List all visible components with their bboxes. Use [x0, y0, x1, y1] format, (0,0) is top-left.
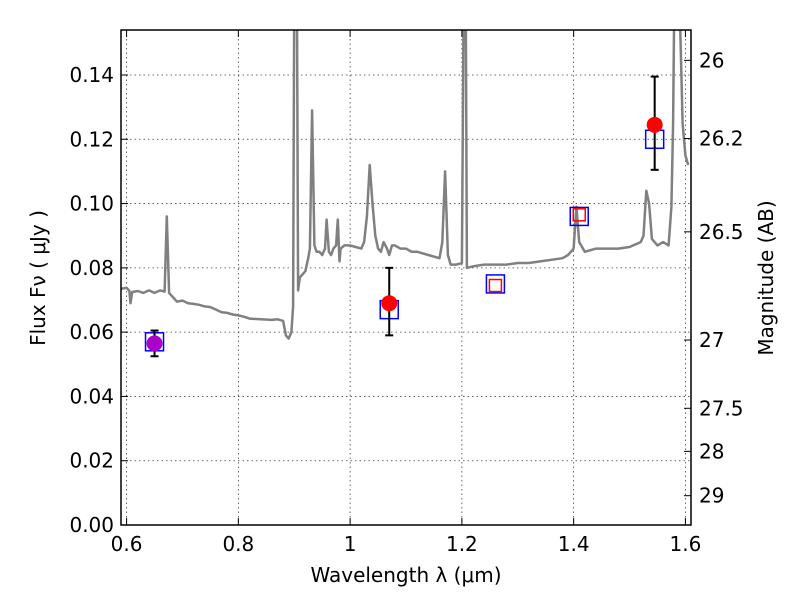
axis-ticks: 0.6 0.8 1 1.2 1.4 1.6 0.00 0.02 0.04 0.06 0.08 0.10… — [69, 30, 744, 556]
y2-tick-label: 28 — [699, 439, 724, 463]
y2-tick-label: 26.5 — [699, 220, 744, 244]
plot-frame — [120, 29, 692, 526]
y-tick-label: 0.04 — [69, 384, 114, 408]
y2-tick-label: 26 — [699, 48, 724, 72]
data-point-circle — [146, 335, 163, 352]
y2-tick-label: 27 — [699, 328, 724, 352]
y2-tick-label: 26.2 — [699, 127, 744, 151]
square-marker — [569, 206, 589, 227]
data-point-circle — [646, 116, 663, 133]
small-square-marker — [488, 278, 503, 293]
x-tick-label: 0.8 — [222, 532, 254, 556]
y2-tick-label: 27.5 — [699, 396, 744, 420]
y2-axis-label: Magnitude (AB) — [754, 200, 778, 355]
x-tick-label: 1.4 — [558, 532, 590, 556]
x-tick-label: 1 — [344, 532, 357, 556]
square-marker — [485, 274, 506, 294]
grid-lines — [121, 30, 691, 526]
y-tick-label: 0.12 — [69, 127, 114, 151]
data-point-circle — [381, 295, 398, 312]
y-tick-label: 0.08 — [69, 256, 114, 280]
y-tick-label: 0.00 — [69, 513, 114, 537]
x-axis-label: Wavelength λ (μm) — [310, 563, 501, 587]
x-tick-label: 1.2 — [446, 532, 478, 556]
plot-area — [121, 30, 690, 358]
y-tick-label: 0.06 — [69, 320, 114, 344]
y2-tick-label: 29 — [699, 484, 724, 508]
y-axis-label: Flux Fν ( μJy ) — [26, 210, 50, 346]
spectrum-line — [121, 30, 690, 340]
x-tick-label: 0.6 — [111, 532, 143, 556]
small-square-marker — [572, 208, 586, 222]
x-tick-label: 1.6 — [670, 532, 702, 556]
y-tick-label: 0.14 — [69, 63, 114, 87]
y-tick-label: 0.02 — [69, 449, 114, 473]
y-tick-label: 0.10 — [69, 192, 114, 216]
